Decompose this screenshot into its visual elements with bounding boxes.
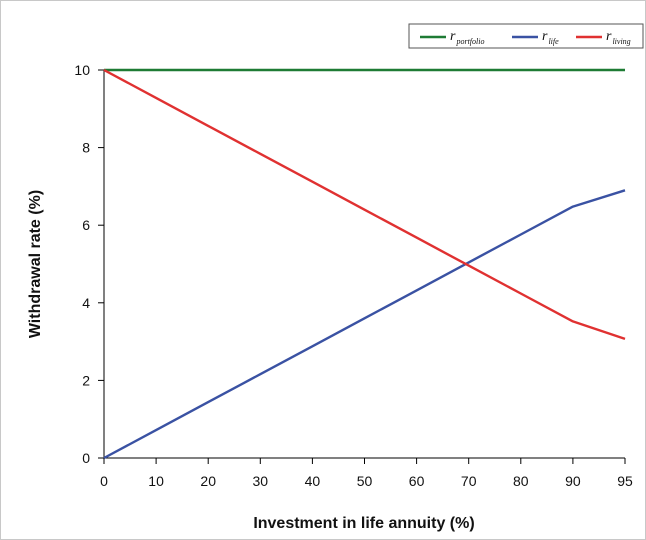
- x-tick-label: 50: [357, 473, 373, 489]
- x-tick-label: 20: [200, 473, 216, 489]
- x-tick-label: 60: [409, 473, 425, 489]
- x-tick-label: 0: [100, 473, 108, 489]
- y-tick-label: 10: [74, 62, 90, 78]
- y-axis-title: Withdrawal rate (%): [27, 190, 44, 338]
- x-tick-label: 10: [148, 473, 164, 489]
- x-tick-label: 40: [305, 473, 321, 489]
- legend-subscript: life: [548, 37, 559, 46]
- y-tick-label: 6: [82, 217, 90, 233]
- y-tick-label: 0: [82, 450, 90, 466]
- x-tick-label: 70: [461, 473, 477, 489]
- y-tick-label: 8: [82, 140, 90, 156]
- legend-symbol: r: [606, 29, 612, 44]
- legend-subscript: living: [612, 37, 630, 46]
- legend-symbol: r: [542, 29, 548, 44]
- legend-subscript: portfolio: [455, 37, 484, 46]
- x-tick-label: 90: [565, 473, 581, 489]
- legend-label-portfolio: rportfolio: [450, 29, 484, 46]
- x-axis-title: Investment in life annuity (%): [253, 515, 474, 532]
- x-tick-label: 30: [253, 473, 269, 489]
- x-tick-label: 80: [513, 473, 529, 489]
- y-tick-label: 2: [82, 372, 90, 388]
- y-tick-label: 4: [82, 295, 90, 311]
- series-line-living: [103, 68, 626, 341]
- axes: 0 2 4 6 8 10 0 10 20 30 40 50 60 70 80 90 95: [74, 62, 633, 489]
- series-lines: [103, 68, 626, 460]
- series-line-life: [103, 189, 626, 460]
- legend-symbol: r: [450, 29, 456, 44]
- x-tick-label: 95: [617, 473, 633, 489]
- legend-label-life: rlife: [542, 29, 559, 46]
- legend-label-living: rliving: [606, 29, 631, 46]
- legend: rportfolio rlife rliving: [408, 23, 644, 49]
